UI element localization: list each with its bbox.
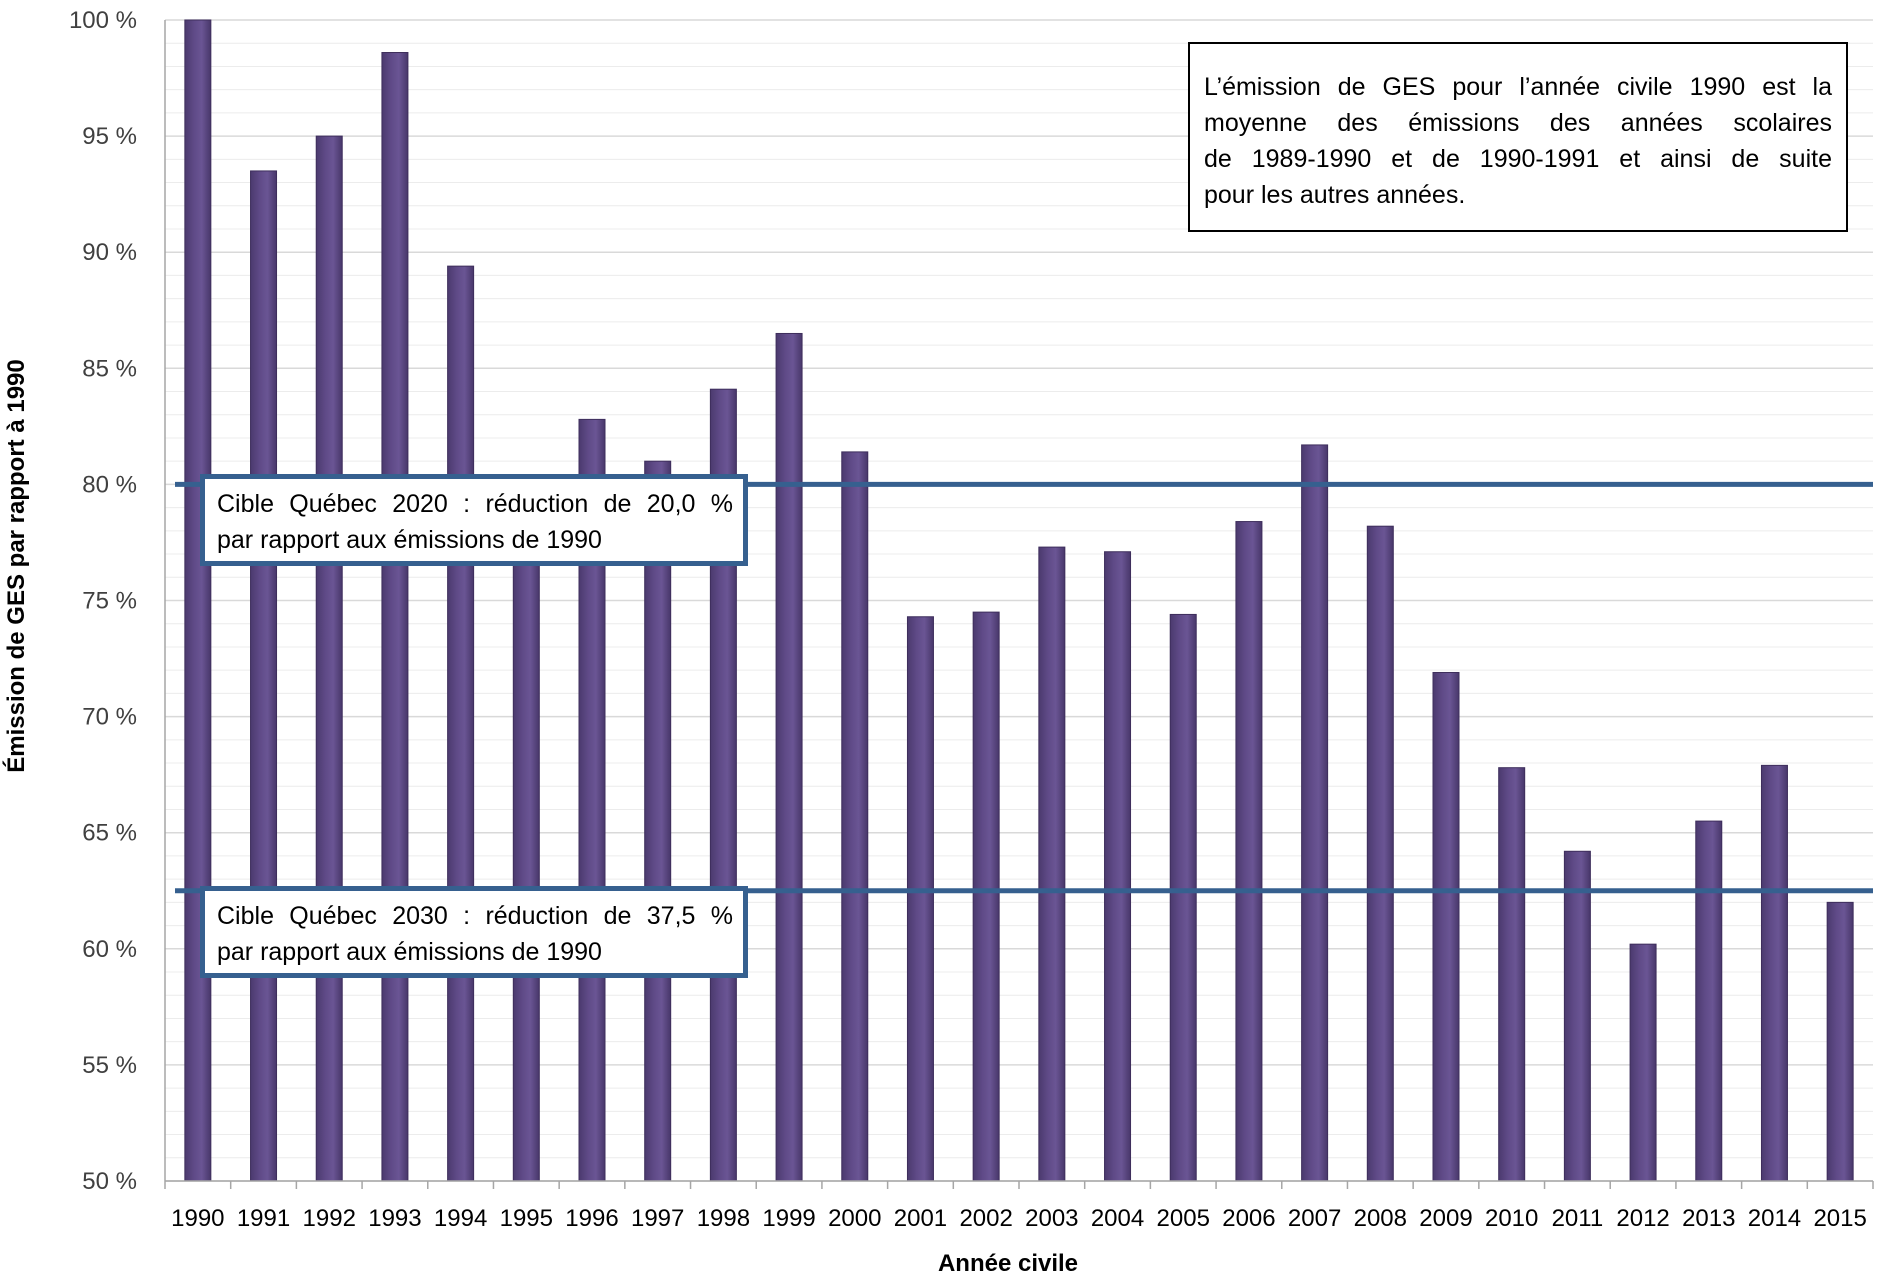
y-tick-label: 55 %	[82, 1052, 137, 1079]
x-tick-label: 2002	[959, 1205, 1012, 1232]
note-line: L’émission de GES pour l’année civile 19…	[1204, 73, 1832, 101]
methodology-note: L’émission de GES pour l’année civile 19…	[1188, 42, 1848, 232]
bar-2008	[1366, 525, 1394, 1182]
x-tick-label: 1992	[303, 1205, 356, 1232]
x-tick-label: 2004	[1091, 1205, 1144, 1232]
bar-1994	[447, 265, 475, 1182]
bar-2004	[1104, 551, 1132, 1182]
y-axis-title: Émission de GES par rapport à 1990	[2, 359, 30, 772]
bars	[184, 19, 1854, 1182]
x-tick-label: 1996	[565, 1205, 618, 1232]
bar-2011	[1563, 850, 1591, 1182]
x-tick-label: 2011	[1552, 1205, 1604, 1232]
x-tick-label: 2009	[1419, 1205, 1472, 1232]
y-tick-label: 90 %	[82, 239, 137, 266]
bar-2014	[1760, 764, 1788, 1182]
y-tick-label: 50 %	[82, 1168, 137, 1195]
x-tick-label: 2003	[1025, 1205, 1078, 1232]
y-tick-label: 80 %	[82, 471, 137, 498]
axes	[164, 20, 1874, 1189]
y-tick-labels: 50 % 55 % 60 % 65 % 70 % 75 % 80 % 85 % 90 % 95 %…	[69, 7, 137, 1195]
bar-2013	[1695, 820, 1723, 1182]
target-2020-label-line2: par rapport aux émissions de 1990	[217, 526, 602, 554]
y-tick-label: 95 %	[82, 123, 137, 150]
note-line: moyenne des émissions des années scolair…	[1204, 109, 1832, 137]
x-tick-label: 1997	[631, 1205, 684, 1232]
bar-1990	[184, 19, 212, 1182]
y-tick-label: 70 %	[82, 704, 137, 731]
x-tick-label: 1990	[171, 1205, 224, 1232]
x-tick-label: 2000	[828, 1205, 881, 1232]
bar-2002	[972, 611, 1000, 1182]
x-tick-label: 2007	[1288, 1205, 1341, 1232]
x-tick-label: 1991	[237, 1205, 290, 1232]
target-2030-label-line1: Cible Québec 2030 : réduction de 37,5 %	[217, 902, 733, 930]
bar-1999	[775, 332, 803, 1182]
bar-2006	[1235, 521, 1263, 1182]
target-2030-label-line2: par rapport aux émissions de 1990	[217, 938, 602, 966]
target-2020-label: Cible Québec 2020 : réduction de 20,0 % …	[200, 474, 748, 566]
x-tick-label: 2010	[1485, 1205, 1538, 1232]
y-tick-label: 75 %	[82, 588, 137, 615]
x-tick-label: 1998	[697, 1205, 750, 1232]
x-tick-label: 2005	[1157, 1205, 1210, 1232]
x-tick-label: 1993	[368, 1205, 421, 1232]
bar-1991	[250, 170, 278, 1182]
bar-2010	[1498, 767, 1526, 1182]
x-tick-label: 1994	[434, 1205, 487, 1232]
bar-1993	[381, 52, 409, 1182]
x-tick-labels: 1990 1991 1992 1993 1994 1995 1996 1997 1998 1999…	[171, 1205, 1867, 1232]
y-tick-label: 100 %	[69, 7, 137, 34]
bar-2007	[1301, 444, 1329, 1182]
y-tick-label: 60 %	[82, 936, 137, 963]
x-tick-label: 2013	[1682, 1205, 1735, 1232]
x-tick-label: 2012	[1616, 1205, 1669, 1232]
target-2030-label: Cible Québec 2030 : réduction de 37,5 % …	[200, 886, 748, 978]
bar-1995	[512, 495, 540, 1182]
x-axis-title: Année civile	[938, 1250, 1078, 1277]
y-tick-label: 65 %	[82, 820, 137, 847]
x-tick-label: 2014	[1748, 1205, 1801, 1232]
y-tick-label: 85 %	[82, 355, 137, 382]
x-tick-label: 1999	[762, 1205, 815, 1232]
target-2020-label-line1: Cible Québec 2020 : réduction de 20,0 %	[217, 490, 733, 518]
x-tick-label: 1995	[500, 1205, 553, 1232]
x-tick-label: 2001	[894, 1205, 947, 1232]
bar-2009	[1432, 671, 1460, 1182]
bar-2003	[1038, 546, 1066, 1182]
bar-1997	[644, 460, 672, 1182]
bar-1992	[315, 135, 343, 1182]
bar-2005	[1169, 613, 1197, 1182]
x-tick-label: 2008	[1354, 1205, 1407, 1232]
note-line: pour les autres années.	[1204, 181, 1466, 209]
bar-2015	[1826, 901, 1854, 1182]
bar-2012	[1629, 943, 1657, 1182]
x-tick-label: 2006	[1222, 1205, 1275, 1232]
x-tick-label: 2015	[1813, 1205, 1866, 1232]
bar-2001	[906, 616, 934, 1182]
bar-2000	[841, 451, 869, 1182]
note-line: de 1989-1990 et de 1990-1991 et ainsi de…	[1204, 145, 1832, 173]
